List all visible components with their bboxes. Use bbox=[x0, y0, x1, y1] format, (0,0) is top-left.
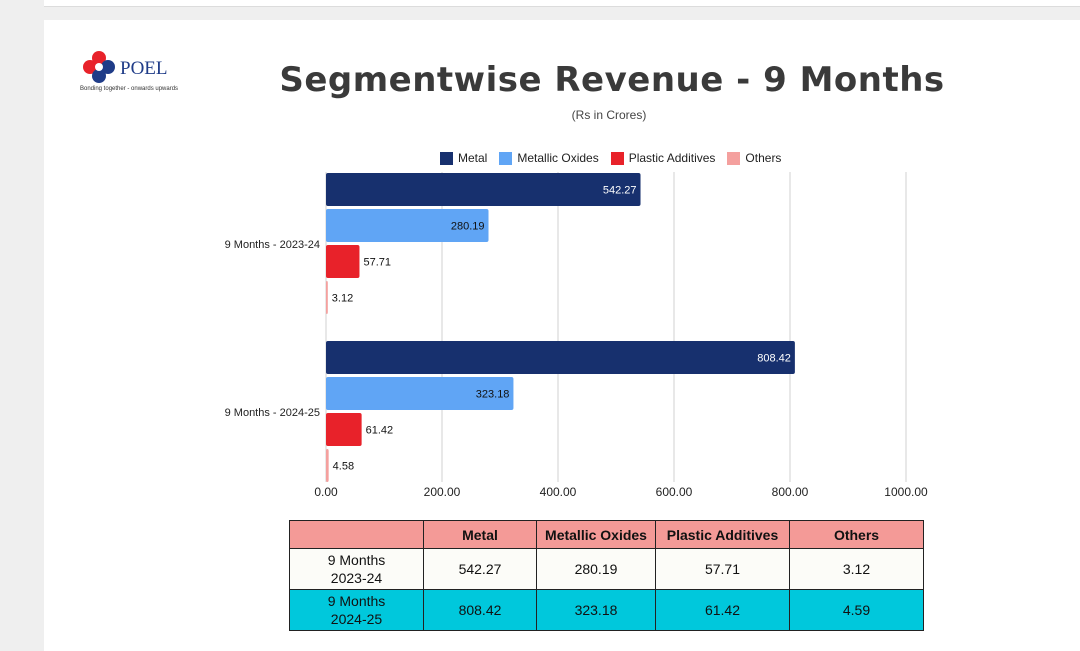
table-cell: 57.71 bbox=[655, 548, 790, 590]
x-tick-label: 0.00 bbox=[314, 485, 338, 499]
row-label-line2: 2023-24 bbox=[330, 570, 383, 586]
previous-slide-edge bbox=[44, 0, 1080, 7]
row-label-line2: 2024-25 bbox=[330, 611, 383, 627]
table-header-plastic-additives: Plastic Additives bbox=[655, 520, 790, 549]
table-cell: 808.42 bbox=[423, 589, 537, 631]
bar-plastic-additives bbox=[326, 413, 362, 446]
bar-metal bbox=[326, 341, 795, 374]
x-tick-label: 1000.00 bbox=[884, 485, 928, 499]
company-logo: POEL Bonding together - onwards upwards bbox=[80, 50, 200, 100]
data-label-metallic-oxides: 323.18 bbox=[476, 389, 510, 401]
revenue-table: Metal Metallic Oxides Plastic Additives … bbox=[289, 520, 924, 631]
row-label-line1: 9 Months bbox=[327, 593, 386, 609]
x-tick-label: 400.00 bbox=[540, 485, 577, 499]
bar-metal bbox=[326, 173, 641, 206]
table-row: 9 Months 2024-25 808.42 323.18 61.42 4.5… bbox=[289, 589, 924, 631]
slide: POEL Bonding together - onwards upwards … bbox=[44, 20, 1080, 651]
legend-swatch-others bbox=[727, 151, 741, 165]
table-header-blank bbox=[289, 520, 424, 549]
logo-tagline: Bonding together - onwards upwards bbox=[80, 86, 179, 92]
bar-metallic-oxides bbox=[326, 377, 514, 410]
table-header-metal: Metal bbox=[423, 520, 537, 549]
legend-label-metal: Metal bbox=[458, 151, 488, 165]
data-label-plastic-additives: 61.42 bbox=[366, 425, 394, 437]
table-cell: 323.18 bbox=[536, 589, 656, 631]
page-subtitle: (Rs in Crores) bbox=[571, 108, 647, 122]
chart-legend: Metal Metallic Oxides Plastic Additives … bbox=[440, 150, 781, 166]
legend-swatch-plastic-additives bbox=[610, 151, 624, 165]
data-label-metallic-oxides: 280.19 bbox=[451, 221, 485, 233]
legend-swatch-metal bbox=[440, 151, 453, 165]
legend-label-others: Others bbox=[745, 151, 782, 165]
legend-item-others: Others bbox=[727, 150, 781, 166]
bar-others bbox=[326, 281, 328, 314]
x-tick-label: 800.00 bbox=[772, 485, 809, 499]
table-row-label: 9 Months 2024-25 bbox=[289, 589, 424, 631]
data-label-metal: 542.27 bbox=[603, 185, 637, 197]
data-label-others: 4.58 bbox=[333, 461, 354, 473]
poel-logo-icon bbox=[83, 51, 115, 83]
legend-swatch-metallic-oxides bbox=[499, 151, 513, 165]
table-cell: 280.19 bbox=[536, 548, 656, 590]
bar-plastic-additives bbox=[326, 245, 360, 278]
table-header-row: Metal Metallic Oxides Plastic Additives … bbox=[289, 520, 924, 549]
data-label-others: 3.12 bbox=[332, 293, 353, 305]
table-header-metallic-oxides: Metallic Oxides bbox=[536, 520, 656, 549]
table-row: 9 Months 2023-24 542.27 280.19 57.71 3.1… bbox=[289, 548, 924, 590]
bar-metallic-oxides bbox=[326, 209, 489, 242]
legend-item-metallic-oxides: Metallic Oxides bbox=[499, 150, 599, 166]
legend-label-plastic-additives: Plastic Additives bbox=[628, 151, 716, 165]
category-label: 9 Months - 2024-25 bbox=[225, 407, 320, 419]
row-label-line1: 9 Months bbox=[327, 552, 386, 568]
x-tick-label: 200.00 bbox=[424, 485, 461, 499]
bar-others bbox=[326, 449, 329, 482]
table-cell: 3.12 bbox=[789, 548, 924, 590]
table-header-others: Others bbox=[789, 520, 924, 549]
category-label: 9 Months - 2023-24 bbox=[225, 239, 320, 251]
legend-item-plastic-additives: Plastic Additives bbox=[610, 150, 716, 166]
x-tick-label: 600.00 bbox=[656, 485, 693, 499]
data-label-metal: 808.42 bbox=[757, 353, 791, 365]
bar-chart: 0.00 200.00 400.00 600.00 800.00 1000.00 9 Mon… bbox=[225, 172, 928, 499]
data-label-plastic-additives: 57.71 bbox=[363, 257, 391, 269]
table-cell: 4.59 bbox=[789, 589, 924, 631]
legend-label-metallic-oxides: Metallic Oxides bbox=[517, 151, 599, 165]
logo-name: POEL bbox=[120, 58, 168, 79]
page-title: Segmentwise Revenue - 9 Months bbox=[279, 60, 945, 100]
table-cell: 61.42 bbox=[655, 589, 790, 631]
legend-item-metal: Metal bbox=[440, 150, 487, 166]
table-row-label: 9 Months 2023-24 bbox=[289, 548, 424, 590]
table-cell: 542.27 bbox=[423, 548, 537, 590]
